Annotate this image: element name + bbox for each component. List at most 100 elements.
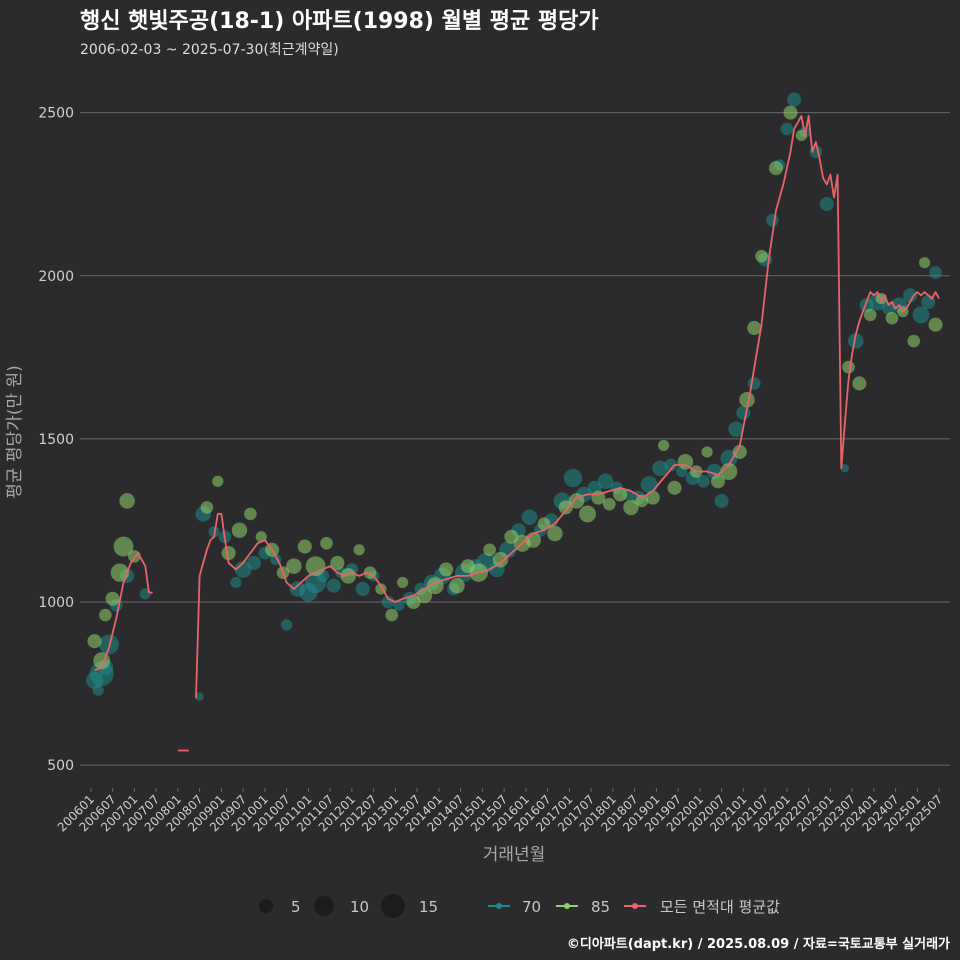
bubble-85-71 <box>919 257 931 269</box>
bubble-85-43 <box>579 505 596 523</box>
bubble-70-1 <box>92 684 104 696</box>
bubble-85-47 <box>623 499 639 516</box>
bubble-85-62 <box>783 105 798 120</box>
bubble-85-59 <box>747 320 762 336</box>
bubble-85-26 <box>397 576 409 589</box>
bubble-70-8 <box>195 692 204 701</box>
bubble-70-77 <box>903 288 918 303</box>
bubble-70-72 <box>847 333 864 349</box>
bubble-85-35 <box>492 551 509 568</box>
bubble-70-40 <box>521 509 538 525</box>
average-line-segment-0 <box>94 552 153 672</box>
bubble-85-54 <box>701 446 713 458</box>
bubble-85-34 <box>483 543 496 557</box>
legend-average-label: 모든 면적대 평균값 <box>660 898 780 916</box>
bubble-70-27 <box>381 595 395 609</box>
y-tick-label-2500: 2500 <box>38 106 74 122</box>
bubble-85-3 <box>105 591 120 606</box>
bubble-70-78 <box>912 306 930 324</box>
bubble-85-17 <box>297 539 312 554</box>
bubble-70-44 <box>563 468 583 488</box>
bubble-85-22 <box>353 544 365 556</box>
bubble-85-5 <box>113 536 134 557</box>
bubble-70-58 <box>714 493 729 508</box>
bubble-85-40 <box>547 525 563 542</box>
legend-size-15-label: 15 <box>419 898 438 916</box>
bubble-85-51 <box>667 480 682 495</box>
bubble-70-64 <box>766 213 779 227</box>
bubble-85-41 <box>558 500 573 515</box>
bubble-70-62 <box>747 377 761 390</box>
legend-size-10-marker <box>314 896 334 916</box>
legend-average-marker <box>632 903 638 909</box>
bubble-85-0 <box>87 634 102 649</box>
bubble-85-39 <box>537 517 551 531</box>
y-tick-label-500: 500 <box>47 758 74 774</box>
bubble-85-49 <box>645 490 660 505</box>
bubble-85-31 <box>449 577 465 594</box>
series-70-bubbles <box>86 92 942 701</box>
legend: 5 10 15 70 85 모든 면적대 평균값 <box>259 894 780 918</box>
bubble-85-55 <box>710 474 726 489</box>
bubble-70-47 <box>597 473 614 490</box>
bubble-70-61 <box>736 405 751 420</box>
bubble-85-52 <box>677 453 694 470</box>
bubble-85-2 <box>99 608 112 622</box>
bubble-70-17 <box>281 619 293 631</box>
bubble-85-66 <box>863 308 877 322</box>
bubble-70-12 <box>230 576 242 589</box>
bubble-85-10 <box>221 546 236 561</box>
legend-size-10-label: 10 <box>350 898 369 916</box>
bubble-85-70 <box>907 334 921 348</box>
bubble-85-27 <box>406 594 421 610</box>
bubble-85-72 <box>928 317 943 332</box>
footer-credit: ©디아파트(dapt.kr) / 2025.08.09 / 자료=국토교통부 실… <box>567 936 950 952</box>
legend-85-label: 85 <box>591 898 610 916</box>
bubble-85-6 <box>119 493 135 509</box>
bubble-85-57 <box>732 444 747 459</box>
average-line-segment-2 <box>195 115 940 699</box>
bubble-85-61 <box>768 161 784 176</box>
bubble-70-52 <box>652 460 668 477</box>
bubble-85-4 <box>110 563 130 582</box>
y-tick-label-2000: 2000 <box>38 269 74 285</box>
bubble-85-25 <box>385 608 399 622</box>
bubble-85-9 <box>212 475 224 487</box>
bubble-70-67 <box>787 92 802 107</box>
bubble-85-30 <box>439 562 454 577</box>
legend-size-15-marker <box>381 894 405 918</box>
chart-title: 행신 햇빛주공(18-1) 아파트(1998) 월별 평균 평당가 <box>80 9 599 34</box>
bubble-70-70 <box>819 196 834 212</box>
bubble-85-65 <box>852 376 867 391</box>
bubble-70-56 <box>697 474 710 488</box>
x-axis-tick-labels: 2006012006072007012007072008012008072009… <box>55 788 945 835</box>
bubble-85-20 <box>330 555 345 570</box>
gridlines <box>80 112 950 766</box>
bubble-85-48 <box>635 494 649 508</box>
series-85-bubbles <box>87 105 943 670</box>
legend-size-5-label: 5 <box>291 898 301 916</box>
legend-70-label: 70 <box>522 898 541 916</box>
legend-size-5-marker <box>259 899 273 913</box>
y-tick-label-1000: 1000 <box>38 595 74 611</box>
bubble-70-60 <box>728 421 744 437</box>
bubble-85-12 <box>244 507 257 521</box>
bubble-85-11 <box>231 522 248 539</box>
bubble-85-45 <box>602 497 616 511</box>
bubble-85-60 <box>755 249 768 263</box>
y-axis-tick-labels: 500 1000 1500 2000 2500 <box>38 106 74 775</box>
average-line <box>94 115 940 752</box>
bubble-70-80 <box>929 266 942 279</box>
bubble-85-56 <box>720 463 738 481</box>
bubble-85-50 <box>658 439 670 452</box>
bubble-70-51 <box>640 476 658 494</box>
chart-subtitle: 2006-02-03 ~ 2025-07-30(최근계약일) <box>80 42 339 58</box>
bubble-85-46 <box>613 487 628 502</box>
x-axis-label: 거래년월 <box>483 845 546 865</box>
bubble-70-22 <box>326 578 341 593</box>
bubble-85-64 <box>842 360 855 374</box>
bubble-85-58 <box>739 391 755 408</box>
bubble-85-68 <box>885 311 899 325</box>
legend-70-marker <box>496 903 502 909</box>
